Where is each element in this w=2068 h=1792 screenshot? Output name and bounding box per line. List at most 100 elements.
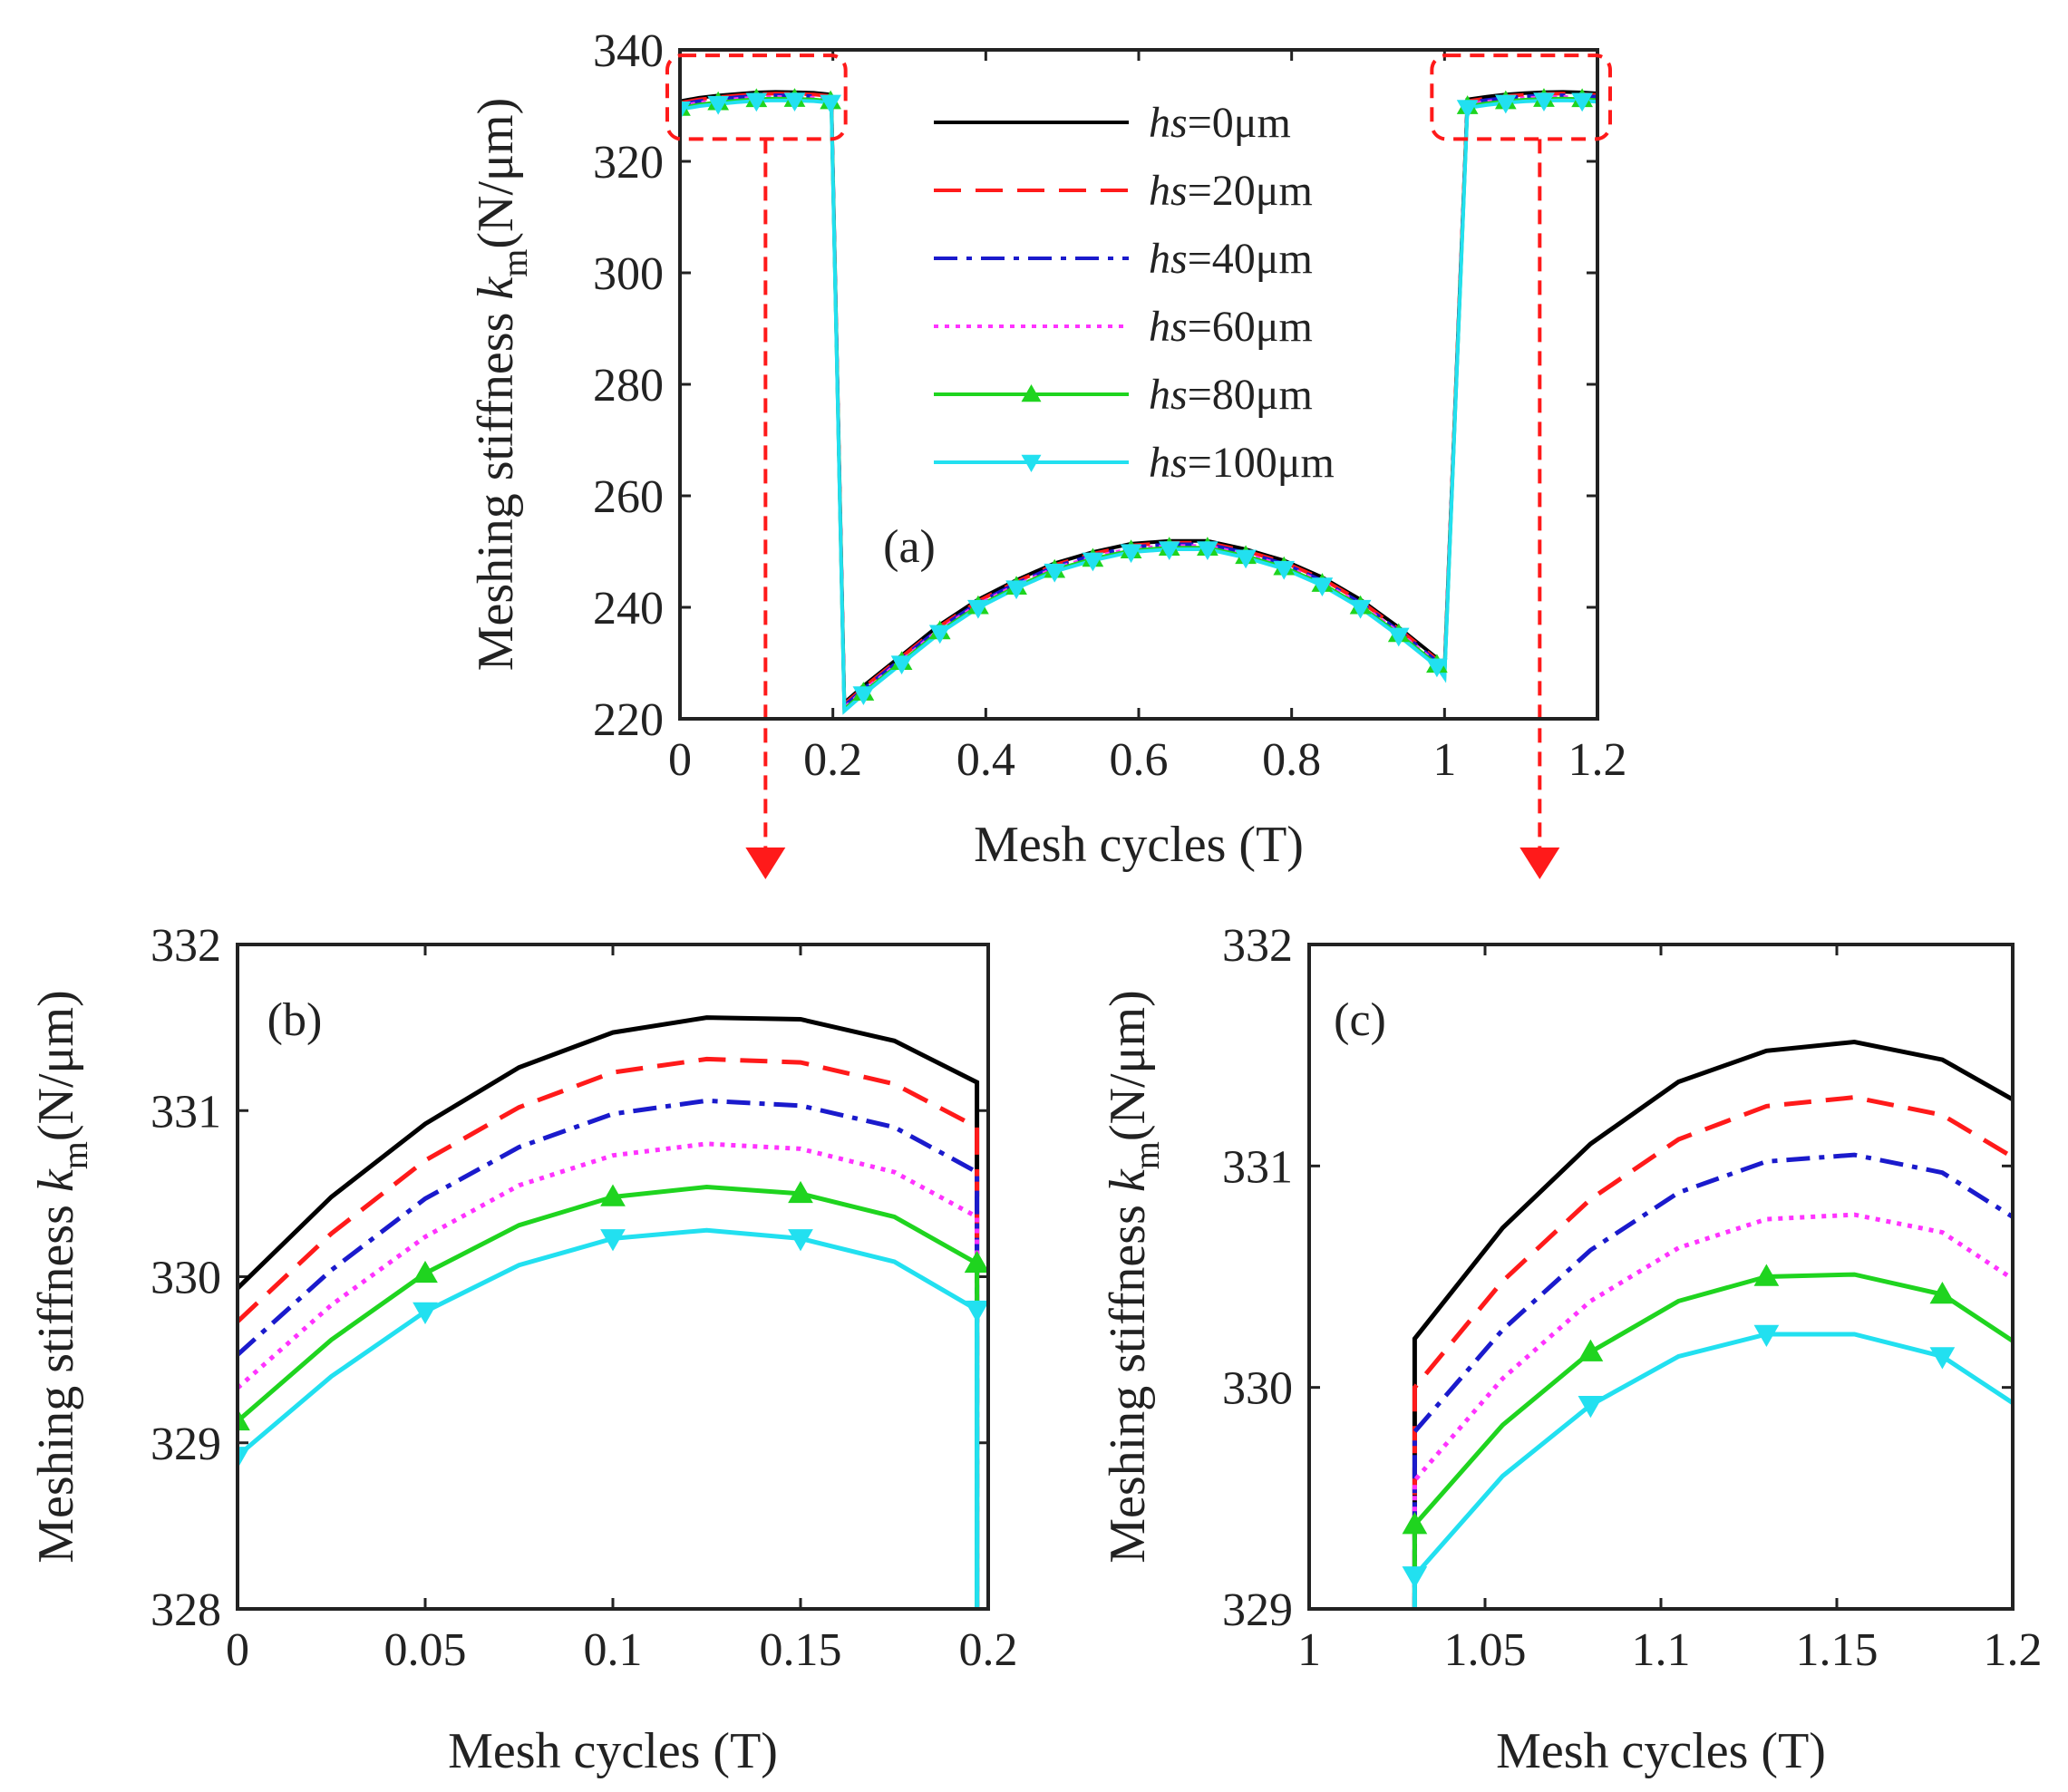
marker-a-cyan	[745, 92, 768, 112]
series-line-b-0	[238, 1015, 980, 1609]
x-tick-label: 1	[1297, 1624, 1321, 1676]
plot-frame-c	[1307, 943, 2015, 1611]
legend-label-2: hs=40μm	[1149, 235, 1313, 283]
y-tick-label: 320	[593, 137, 664, 189]
series-line-c-1	[1412, 1095, 2013, 1609]
marker-b-4	[600, 1184, 626, 1206]
marker-c-4	[1753, 1264, 1780, 1286]
x-tick-label: 1.2	[1984, 1624, 2043, 1676]
x-axis-label: Mesh cycles (T)	[974, 817, 1304, 873]
y-axis-label-italic: k	[468, 276, 524, 300]
y-tick-label: 260	[593, 471, 664, 523]
y-tick-label: 330	[1222, 1363, 1293, 1415]
panel-label: (a)	[883, 521, 936, 573]
plot-frame-a	[678, 48, 1599, 721]
x-tick-label: 0.6	[1110, 734, 1169, 786]
y-axis-label: Meshing stiffness km(N/μm)	[1100, 990, 1167, 1564]
y-axis-label-prefix: Meshing stiffness	[28, 1192, 84, 1564]
panel-b: 0 0.05 0.1 0.15 0.2 328 329 330 331 332 Mesh cycle…	[28, 920, 1018, 1779]
legend-label-value: =0μm	[1188, 99, 1291, 147]
marker-b-4	[964, 1250, 988, 1274]
marker-b-4	[788, 1180, 813, 1204]
panel-label: (b)	[267, 994, 323, 1046]
legend-label-value: =40μm	[1188, 235, 1313, 283]
x-tick-label: 0.2	[803, 734, 862, 786]
series-line-c-3	[1412, 1212, 2013, 1609]
marker-b-5	[413, 1302, 438, 1324]
x-tick-label: 0.4	[956, 734, 1015, 786]
legend-label-prefix: hs	[1149, 99, 1188, 147]
y-axis-label-sub: m	[54, 1141, 95, 1169]
legend-marker-up	[1021, 384, 1042, 402]
zoom-arrow-head-1	[1519, 848, 1560, 879]
marker-c-4	[1402, 1512, 1428, 1535]
marker-a-cyan	[1456, 100, 1479, 119]
y-tick-label: 340	[593, 25, 664, 77]
legend-marker-down	[1021, 454, 1042, 472]
marker-c-4	[1929, 1282, 1956, 1304]
marker-a-cyan	[1120, 544, 1142, 564]
series-line-a-2	[680, 93, 1597, 711]
marker-a-cyan	[967, 599, 989, 619]
marker-c-5	[1578, 1395, 1604, 1419]
x-tick-label: 1.2	[1568, 734, 1627, 786]
plot-area-b	[238, 1015, 988, 1609]
legend-label-1: hs=20μm	[1149, 167, 1313, 215]
series-line-b-5	[238, 1227, 980, 1609]
plot-frame-b	[236, 943, 990, 1611]
marker-a-cyan	[1005, 580, 1027, 600]
x-axis-label: Mesh cycles (T)	[1496, 1723, 1826, 1779]
zoom-box-1	[1430, 53, 1613, 141]
series-line-a-5	[680, 98, 1597, 715]
plot-area-c	[1402, 1039, 2013, 1609]
series-line-c-4	[1412, 1272, 2013, 1609]
x-tick-label: 0.8	[1262, 734, 1321, 786]
series-line-c-0	[1412, 1039, 2013, 1609]
marker-a-cyan	[1158, 541, 1180, 561]
marker-a-cyan	[1235, 549, 1257, 569]
marker-a-cyan	[1273, 560, 1296, 580]
marker-b-5	[238, 1447, 250, 1469]
plot-area-a	[680, 88, 1597, 715]
y-tick-label: 330	[150, 1253, 221, 1304]
panel-c: 1 1.05 1.1 1.15 1.2 329 330 331 332 Mesh cycles (…	[1100, 920, 2043, 1779]
y-axis-label-suffix: (N/μm)	[1100, 990, 1156, 1141]
y-tick-label: 280	[593, 360, 664, 412]
marker-b-4	[238, 1408, 250, 1431]
marker-c-5	[1929, 1347, 1956, 1370]
series-line-c-2	[1412, 1152, 2013, 1609]
marker-c-5	[1402, 1566, 1428, 1589]
series-line-b-1	[238, 1056, 980, 1609]
legend-label-prefix: hs	[1149, 167, 1188, 215]
legend-label-value: =80μm	[1188, 371, 1313, 419]
series-line-b-4	[238, 1184, 980, 1609]
x-axis-label: Mesh cycles (T)	[448, 1723, 778, 1779]
series-line-a-0	[680, 90, 1597, 707]
x-tick-label: 1.05	[1444, 1624, 1527, 1676]
marker-b-5	[600, 1229, 626, 1252]
legend-label-prefix: hs	[1149, 235, 1188, 283]
marker-a-cyan	[928, 625, 951, 644]
marker-b-5	[788, 1229, 813, 1252]
marker-a-cyan	[1426, 658, 1448, 678]
marker-a-cyan	[1044, 563, 1066, 583]
x-tick-label: 0.05	[384, 1624, 467, 1676]
y-axis-label-suffix: (N/μm)	[468, 98, 524, 249]
marker-a-cyan	[1349, 599, 1372, 619]
marker-c-5	[1753, 1324, 1780, 1348]
marker-a-cyan	[1311, 577, 1334, 597]
legend-label-value: =20μm	[1188, 167, 1313, 215]
marker-b-5	[964, 1300, 988, 1323]
y-axis-label-italic: k	[28, 1168, 84, 1192]
y-tick-label: 329	[1222, 1584, 1293, 1636]
marker-a-cyan	[1082, 552, 1104, 572]
y-axis-label-italic: k	[1100, 1168, 1156, 1192]
panel-label: (c)	[1334, 994, 1386, 1046]
legend: hs=0μmhs=20μmhs=40μmhs=60μmhs=80μmhs=100…	[934, 99, 1335, 487]
x-tick-label: 0.1	[584, 1624, 643, 1676]
x-tick-label: 1.15	[1796, 1624, 1879, 1676]
x-tick-label: 0.15	[760, 1624, 842, 1676]
y-axis-label: Meshing stiffness km(N/μm)	[28, 990, 95, 1564]
series-line-c-5	[1412, 1332, 2013, 1609]
marker-c-4	[1578, 1339, 1604, 1361]
